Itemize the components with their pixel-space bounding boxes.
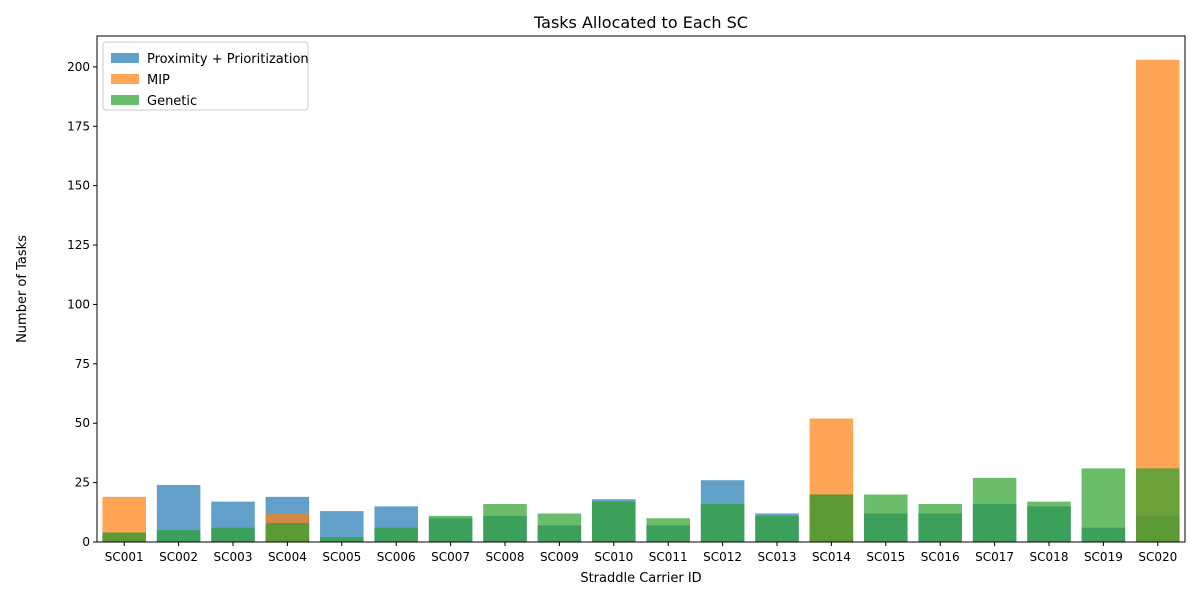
x-tick-label: SC020 — [1138, 550, 1177, 564]
bar-genetic-sc003 — [211, 527, 255, 542]
bar-genetic-sc008 — [483, 503, 527, 542]
x-tick-label: SC014 — [812, 550, 851, 564]
bars-layer — [102, 59, 1180, 543]
y-tick-label: 100 — [67, 297, 90, 311]
x-tick-label: SC017 — [975, 550, 1014, 564]
bar-genetic-sc006 — [374, 527, 418, 542]
bar-genetic-sc013 — [755, 515, 799, 542]
bar-genetic-sc005 — [320, 537, 364, 542]
legend-swatch — [111, 74, 139, 84]
bar-genetic-sc012 — [700, 503, 745, 542]
y-tick-label: 125 — [67, 238, 90, 252]
bar-genetic-sc020 — [1136, 468, 1180, 542]
x-tick-label: SC002 — [159, 550, 198, 564]
bar-genetic-sc009 — [537, 513, 582, 542]
legend-label: MIP — [147, 73, 170, 88]
legend-swatch — [111, 95, 139, 105]
x-tick-label: SC011 — [649, 550, 688, 564]
x-tick-label: SC005 — [322, 550, 361, 564]
y-tick-label: 150 — [67, 179, 90, 193]
y-tick-label: 75 — [75, 357, 90, 371]
y-tick-label: 0 — [82, 535, 90, 549]
legend: Proximity + Prioritization MIP Genetic — [102, 41, 309, 111]
bar-genetic-sc016 — [918, 503, 962, 542]
x-tick-label: SC015 — [866, 550, 905, 564]
bar-genetic-sc017 — [972, 477, 1017, 542]
x-tick-label: SC010 — [594, 550, 633, 564]
x-tick-label: SC001 — [105, 550, 144, 564]
bar-genetic-sc004 — [265, 522, 310, 542]
chart-title: Tasks Allocated to Each SC — [533, 13, 748, 32]
y-tick-label: 50 — [75, 416, 90, 430]
plot-frame — [96, 35, 1186, 543]
bar-genetic-sc007 — [428, 515, 473, 542]
x-tick-label: SC006 — [377, 550, 416, 564]
bar-genetic-sc018 — [1027, 501, 1071, 542]
x-tick-label: SC012 — [703, 550, 742, 564]
legend-label: Proximity + Prioritization — [147, 52, 309, 67]
y-tick-label: 200 — [67, 60, 90, 74]
bar-genetic-sc014 — [809, 494, 854, 542]
x-tick-label: SC008 — [486, 550, 525, 564]
bar-genetic-sc011 — [646, 518, 690, 542]
x-tick-label: SC013 — [758, 550, 797, 564]
bar-proximity-sc005 — [320, 511, 364, 542]
x-axis: SC001 SC002 SC003 SC004 SC005 SC006 SC007 SC008… — [105, 542, 1177, 564]
legend-label: Genetic — [147, 94, 197, 109]
y-tick-label: 175 — [67, 119, 90, 133]
bar-genetic-sc010 — [592, 501, 636, 542]
x-tick-label: SC007 — [431, 550, 470, 564]
y-tick-label: 25 — [75, 476, 90, 490]
y-axis: 0 25 50 75 100 125 150 175 200 — [67, 60, 97, 549]
x-tick-label: SC018 — [1030, 550, 1069, 564]
legend-swatch — [111, 53, 139, 63]
x-tick-label: SC004 — [268, 550, 307, 564]
legend-box — [102, 41, 309, 111]
bar-genetic-sc002 — [156, 530, 201, 542]
bar-genetic-sc019 — [1081, 468, 1126, 542]
x-tick-label: SC009 — [540, 550, 579, 564]
bar-genetic-sc015 — [864, 494, 908, 542]
x-axis-title: Straddle Carrier ID — [580, 571, 701, 586]
y-axis-title: Number of Tasks — [15, 235, 30, 343]
x-tick-label: SC019 — [1084, 550, 1123, 564]
x-tick-label: SC003 — [214, 550, 253, 564]
x-tick-label: SC016 — [921, 550, 960, 564]
bar-mip-sc020 — [1136, 59, 1180, 543]
bar-genetic-sc001 — [102, 532, 146, 542]
